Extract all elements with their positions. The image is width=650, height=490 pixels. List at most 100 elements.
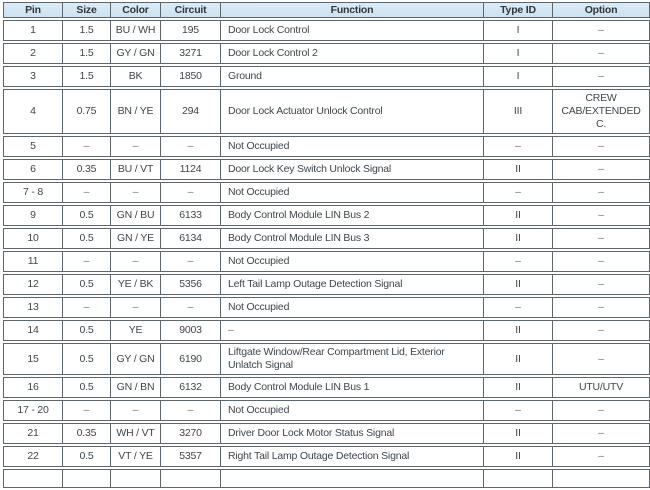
cell-size: –: [62, 297, 110, 318]
cell-option: –: [552, 423, 650, 444]
cell-circuit: –: [160, 400, 220, 421]
cell-pin: 22: [3, 446, 62, 467]
cell-function: Door Lock Actuator Unlock Control: [220, 89, 483, 134]
cell-pin: [3, 469, 62, 488]
cell-option: –: [552, 274, 650, 295]
cell-size: 0.35: [62, 159, 110, 180]
cell-type_id: II: [483, 228, 552, 249]
table-row: 22 0.5 VT / YE 5357 Right Tail Lamp Outage D…: [3, 446, 650, 467]
cell-function: Not Occupied: [220, 400, 483, 421]
table-row: 21 0.35 WH / VT 3270 Driver Door Lock Motor …: [3, 423, 650, 444]
cell-option: CREW CAB/EXTENDED C.: [552, 89, 650, 134]
cell-pin: 3: [3, 66, 62, 87]
cell-option: [552, 469, 650, 488]
column-header-circuit: Circuit: [160, 2, 220, 18]
cell-size: 1.5: [62, 43, 110, 64]
cell-function: Body Control Module LIN Bus 2: [220, 205, 483, 226]
cell-function: Left Tail Lamp Outage Detection Signal: [220, 274, 483, 295]
cell-circuit: –: [160, 136, 220, 157]
column-header-size: Size: [62, 2, 110, 18]
table-row: 14 0.5 YE 9003– II –: [3, 320, 650, 341]
cell-function: Ground: [220, 66, 483, 87]
cell-option: –: [552, 320, 650, 341]
cell-function: Door Lock Key Switch Unlock Signal: [220, 159, 483, 180]
cell-type_id: I: [483, 66, 552, 87]
table-row: 15 0.5 GY / GN 6190 Liftgate Window/Rear Com…: [3, 343, 650, 375]
cell-size: 0.35: [62, 423, 110, 444]
cell-pin: 14: [3, 320, 62, 341]
cell-circuit: 3270: [160, 423, 220, 444]
cell-color: BU / WH: [110, 20, 160, 41]
cell-circuit: 9003: [160, 320, 220, 341]
cell-circuit: 294: [160, 89, 220, 134]
cell-color: BN / YE: [110, 89, 160, 134]
cell-pin: 13: [3, 297, 62, 318]
cell-size: 1.5: [62, 66, 110, 87]
cell-type_id: II: [483, 274, 552, 295]
column-header-option: Option: [552, 2, 650, 18]
cell-type_id: II: [483, 423, 552, 444]
cell-color: –: [110, 400, 160, 421]
cell-circuit: [160, 469, 220, 488]
cell-type_id: I: [483, 20, 552, 41]
cell-function: Not Occupied: [220, 251, 483, 272]
cell-circuit: 6132: [160, 377, 220, 398]
cell-function: Not Occupied: [220, 136, 483, 157]
cell-circuit: –: [160, 297, 220, 318]
cell-pin: 12: [3, 274, 62, 295]
cell-type_id: –: [483, 136, 552, 157]
cell-circuit: 5356: [160, 274, 220, 295]
cell-size: 1.5: [62, 20, 110, 41]
cell-type_id: III: [483, 89, 552, 134]
cell-circuit: –: [160, 251, 220, 272]
cell-pin: 1: [3, 20, 62, 41]
column-header-pin: Pin: [3, 2, 62, 18]
cell-function: Right Tail Lamp Outage Detection Signal: [220, 446, 483, 467]
table-row: 7 - 8– – – Not Occupied – –: [3, 182, 650, 203]
cell-function: Door Lock Control 2: [220, 43, 483, 64]
cell-type_id: –: [483, 400, 552, 421]
cell-circuit: 5357: [160, 446, 220, 467]
table-header: Pin Size Color Circuit Function Type ID …: [3, 2, 650, 18]
cell-color: GY / GN: [110, 43, 160, 64]
table-row: 11– – – Not Occupied – –: [3, 251, 650, 272]
cell-size: [62, 469, 110, 488]
cell-function: Not Occupied: [220, 297, 483, 318]
cell-color: [110, 469, 160, 488]
cell-pin: 9: [3, 205, 62, 226]
cell-option: –: [552, 297, 650, 318]
cell-option: –: [552, 343, 650, 375]
cell-size: 0.75: [62, 89, 110, 134]
cell-option: –: [552, 43, 650, 64]
cell-color: YE: [110, 320, 160, 341]
header-row: Pin Size Color Circuit Function Type ID …: [3, 2, 650, 18]
table-row: 16 0.5 GN / BN 6132 Body Control Module LIN …: [3, 377, 650, 398]
cell-function: Body Control Module LIN Bus 1: [220, 377, 483, 398]
cell-type_id: I: [483, 43, 552, 64]
cell-circuit: 195: [160, 20, 220, 41]
cell-option: –: [552, 251, 650, 272]
cell-circuit: –: [160, 182, 220, 203]
cell-pin: 4: [3, 89, 62, 134]
cell-size: 0.5: [62, 377, 110, 398]
cell-circuit: 6190: [160, 343, 220, 375]
table-row-partial: [3, 469, 650, 488]
table-row: 6 0.35 BU / VT 1124 Door Lock Key Switch Unl…: [3, 159, 650, 180]
cell-type_id: II: [483, 446, 552, 467]
cell-color: BK: [110, 66, 160, 87]
cell-color: –: [110, 136, 160, 157]
column-header-type-id: Type ID: [483, 2, 552, 18]
cell-function: Liftgate Window/Rear Compartment Lid, Ex…: [220, 343, 483, 375]
cell-pin: 2: [3, 43, 62, 64]
cell-function: –: [220, 320, 483, 341]
cell-type_id: [483, 469, 552, 488]
cell-circuit: 1850: [160, 66, 220, 87]
cell-option: –: [552, 136, 650, 157]
cell-size: –: [62, 251, 110, 272]
cell-size: –: [62, 182, 110, 203]
column-header-function: Function: [220, 2, 483, 18]
cell-circuit: 3271: [160, 43, 220, 64]
cell-circuit: 6133: [160, 205, 220, 226]
cell-color: –: [110, 251, 160, 272]
cell-size: 0.5: [62, 228, 110, 249]
